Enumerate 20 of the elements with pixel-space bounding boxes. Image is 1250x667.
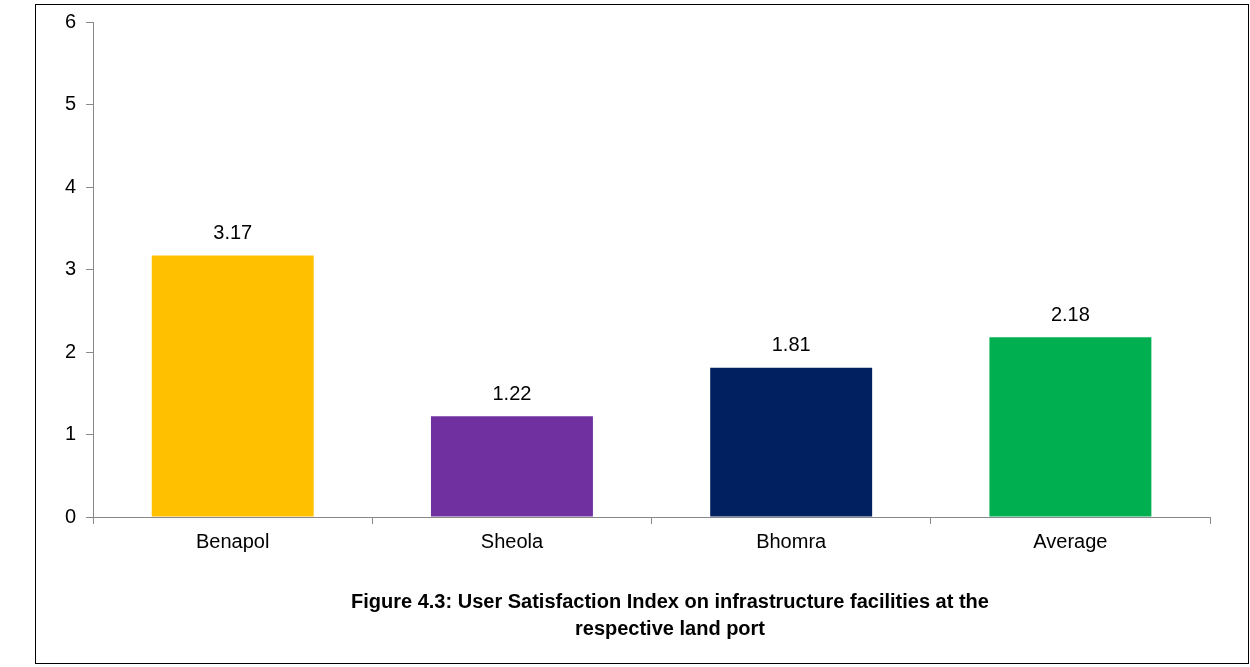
y-tick-label: 2	[65, 339, 77, 362]
data-label: 2.18	[1050, 302, 1090, 325]
y-tick-label: 4	[65, 174, 77, 197]
data-label: 3.17	[213, 220, 253, 243]
text: Figure 4.3: User Satisfaction Index on infrastructure facilities at the respective land port	[350, 589, 990, 641]
y-tick-label: 5	[65, 92, 77, 115]
data-label: 1.22	[492, 381, 532, 404]
y-tick-label: 6	[65, 9, 77, 32]
y-tick-label: 0	[65, 504, 77, 527]
x-tick-label: Sheola	[480, 529, 544, 552]
bar	[430, 416, 593, 517]
y-tick-label: 3	[65, 257, 77, 280]
bar	[151, 255, 314, 517]
bar	[710, 367, 873, 517]
bar	[989, 337, 1152, 517]
x-tick-label: Average	[1033, 529, 1108, 552]
x-tick-label: Bhomra	[756, 529, 828, 552]
data-label: 1.81	[771, 333, 811, 356]
x-tick-label: Benapol	[196, 529, 270, 552]
y-tick-label: 1	[65, 422, 77, 445]
